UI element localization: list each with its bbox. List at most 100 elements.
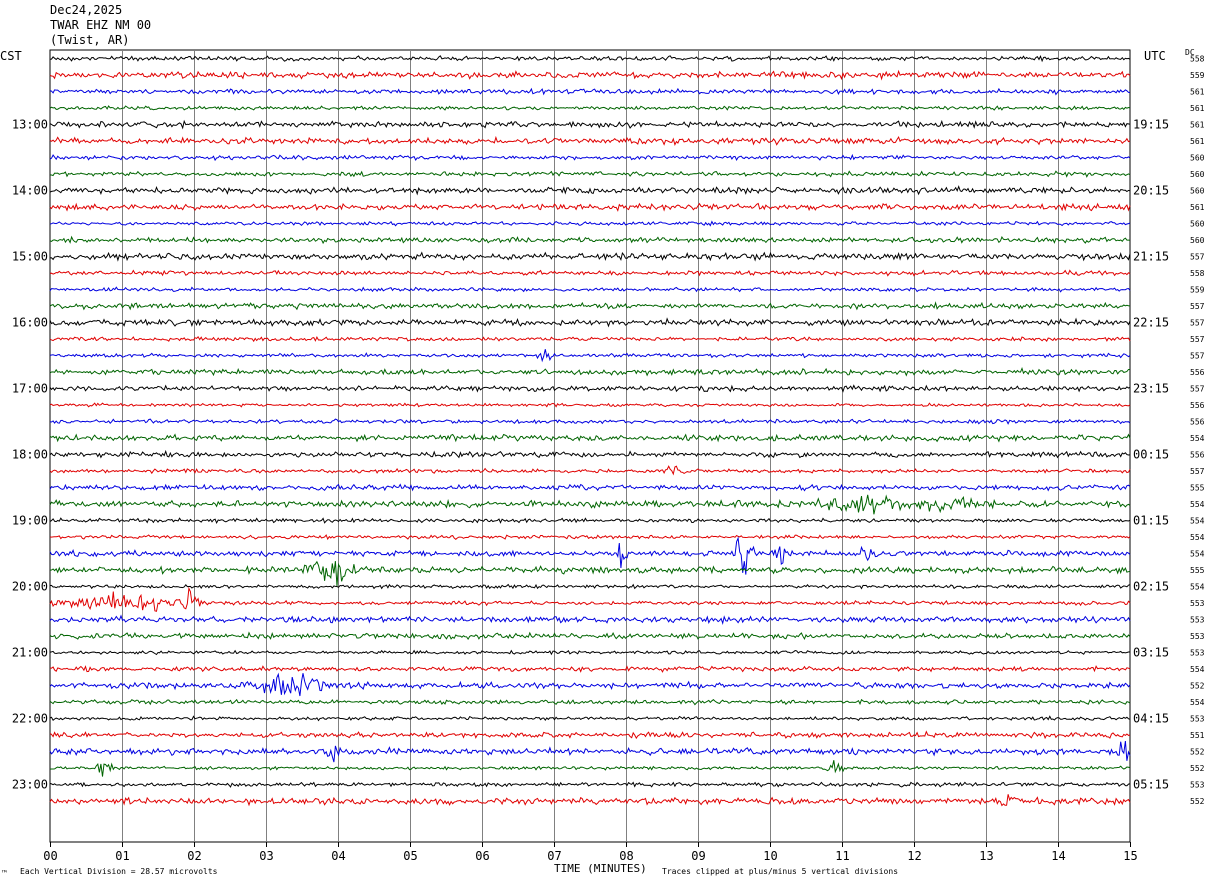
clipping-note: Traces clipped at plus/minus 5 vertical … (662, 867, 899, 876)
trace-row-17 (49, 335, 1131, 343)
trace-row-22 (49, 418, 1131, 425)
trace-row-41 (49, 730, 1131, 740)
utc-hour-label: 02:15 (1133, 580, 1169, 594)
dc-offset-label: 556 (1190, 401, 1205, 410)
cst-hour-label: 21:00 (12, 646, 48, 660)
utc-hour-label: 05:15 (1133, 778, 1169, 792)
trace-row-26 (49, 483, 1131, 492)
dc-offset-label: 554 (1190, 665, 1205, 674)
x-tick-label: 12 (907, 849, 921, 863)
trace-row-10 (49, 220, 1131, 227)
dc-offset-label: 554 (1190, 517, 1205, 526)
trace-row-35 (49, 631, 1131, 641)
dc-offset-label: 554 (1190, 434, 1205, 443)
cst-hour-label: 15:00 (12, 250, 48, 264)
dc-offset-label: 553 (1190, 616, 1205, 625)
dc-offset-label: 554 (1190, 500, 1205, 509)
dc-offset-label: 561 (1190, 203, 1205, 212)
trace-row-30 (49, 536, 1131, 575)
cst-hour-label: 20:00 (12, 580, 48, 594)
dc-offset-label: 552 (1190, 748, 1205, 757)
left-timezone-label: CST (0, 49, 22, 63)
dc-offset-label: 553 (1190, 599, 1205, 608)
utc-hour-label: 00:15 (1133, 448, 1169, 462)
trace-row-28 (49, 517, 1131, 525)
dc-offset-label: 557 (1190, 253, 1205, 262)
dc-offset-label: 554 (1190, 550, 1205, 559)
plot-date: Dec24,2025 (50, 3, 123, 17)
trace-row-6 (49, 153, 1131, 162)
trace-row-2 (49, 87, 1131, 96)
right-timezone-label: UTC (1144, 49, 1166, 63)
trace-row-14 (49, 286, 1131, 293)
dc-offset-label: 552 (1190, 797, 1205, 806)
trace-row-3 (49, 105, 1131, 111)
trace-row-11 (49, 235, 1131, 245)
trace-row-5 (49, 135, 1131, 146)
trace-row-9 (49, 202, 1131, 212)
trace-row-25 (49, 465, 1131, 476)
dc-offset-label: 556 (1190, 418, 1205, 427)
cst-hour-label: 17:00 (12, 382, 48, 396)
footer-mark: ™ (2, 869, 7, 878)
dc-offset-label: 554 (1190, 533, 1205, 542)
dc-offset-label: 561 (1190, 104, 1205, 113)
plot-frame (49, 49, 1131, 843)
cst-hour-label: 14:00 (12, 184, 48, 198)
dc-offset-label: 559 (1190, 71, 1205, 80)
trace-row-0 (49, 54, 1131, 63)
trace-row-44 (49, 781, 1131, 788)
trace-row-21 (49, 402, 1131, 408)
trace-row-27 (49, 494, 1131, 515)
utc-hour-label: 01:15 (1133, 514, 1169, 528)
dc-offset-label: 560 (1190, 187, 1205, 196)
dc-offset-label: 556 (1190, 451, 1205, 460)
dc-offset-label: 553 (1190, 715, 1205, 724)
x-tick-label: 03 (259, 849, 273, 863)
dc-offset-label: 554 (1190, 698, 1205, 707)
trace-row-19 (49, 367, 1130, 377)
cst-hour-label: 19:00 (12, 514, 48, 528)
dc-offset-label: 558 (1190, 269, 1205, 278)
dc-offset-label: 557 (1190, 467, 1205, 476)
trace-row-23 (49, 433, 1131, 443)
dc-offset-label: 552 (1190, 682, 1205, 691)
dc-offset-label: 560 (1190, 236, 1205, 245)
trace-row-40 (49, 715, 1131, 722)
trace-row-39 (49, 698, 1131, 706)
x-tick-label: 06 (475, 849, 489, 863)
trace-row-33 (49, 586, 1131, 612)
dc-offset-label: 553 (1190, 649, 1205, 658)
x-tick-label: 11 (835, 849, 849, 863)
dc-column-label: DC (1185, 48, 1195, 57)
dc-offset-label: 561 (1190, 88, 1205, 97)
x-tick-label: 08 (619, 849, 633, 863)
trace-row-16 (49, 317, 1131, 328)
trace-row-29 (49, 534, 1131, 541)
trace-row-45 (49, 794, 1131, 807)
dc-offset-label: 555 (1190, 566, 1205, 575)
dc-offset-label: 560 (1190, 170, 1205, 179)
vertical-division-note: Each Vertical Division = 28.57 microvolt… (20, 867, 218, 876)
x-tick-label: 02 (187, 849, 201, 863)
trace-row-8 (49, 185, 1131, 196)
dc-offset-label: 557 (1190, 319, 1205, 328)
dc-offset-label: 557 (1190, 335, 1205, 344)
dc-offset-label: 551 (1190, 731, 1205, 740)
dc-offset-label: 557 (1190, 352, 1205, 361)
trace-row-7 (49, 170, 1131, 178)
trace-row-36 (49, 649, 1131, 656)
dc-offset-label: 555 (1190, 484, 1205, 493)
dc-offset-label: 560 (1190, 154, 1205, 163)
x-tick-label: 04 (331, 849, 345, 863)
utc-hour-label: 19:15 (1133, 118, 1169, 132)
trace-row-32 (49, 583, 1131, 590)
x-tick-label: 00 (43, 849, 57, 863)
utc-hour-label: 21:15 (1133, 250, 1169, 264)
station-location: (Twist, AR) (50, 33, 130, 47)
dc-offset-label: 559 (1190, 286, 1205, 295)
x-tick-label: 09 (691, 849, 705, 863)
trace-row-34 (49, 614, 1131, 626)
trace-row-24 (49, 449, 1131, 459)
cst-hour-label: 22:00 (12, 712, 48, 726)
